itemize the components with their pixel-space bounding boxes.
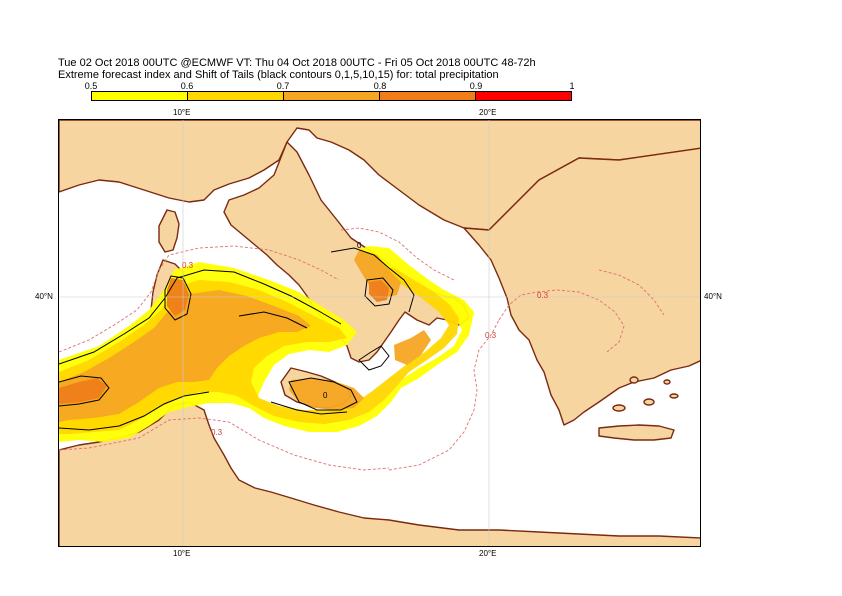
bottom-tick-20e: 20°E bbox=[479, 549, 497, 558]
map-frame: 0.3 0.3 0.3 0.3 0 0 bbox=[58, 119, 701, 547]
efi-dashed-contours bbox=[59, 227, 665, 471]
efi-dashed-contour bbox=[388, 319, 500, 471]
efi-colorbar bbox=[91, 91, 572, 101]
efi-map: 0.3 0.3 0.3 0.3 0 0 bbox=[59, 120, 700, 546]
efi-0.7-orange bbox=[59, 290, 311, 422]
efi-dashed-contour bbox=[59, 245, 340, 353]
sot-contour bbox=[270, 401, 348, 415]
sot-contour bbox=[59, 269, 342, 365]
map-title-line-1: Tue 02 Oct 2018 00UTC @ECMWF VT: Thu 04 … bbox=[58, 57, 536, 69]
colorbar-segment bbox=[188, 92, 284, 100]
efi-dashed-contour bbox=[498, 289, 625, 353]
efi-dashed-contour bbox=[598, 269, 665, 316]
colorbar-segment bbox=[380, 92, 476, 100]
bottom-tick-10e: 10°E bbox=[173, 549, 191, 558]
land-island bbox=[612, 404, 626, 412]
efi-0.7-orange-calabria bbox=[394, 330, 431, 365]
top-tick-20e: 20°E bbox=[479, 108, 497, 117]
contour-label: 0 bbox=[323, 391, 328, 400]
top-tick-10e: 10°E bbox=[173, 108, 191, 117]
land-island bbox=[663, 379, 671, 385]
efi-dashed-contour bbox=[340, 227, 455, 281]
land-balkans bbox=[463, 147, 700, 426]
colorbar-label: 0.7 bbox=[276, 81, 290, 91]
sot-contour bbox=[59, 375, 110, 407]
land-island bbox=[629, 376, 639, 384]
colorbar-label: 0.9 bbox=[469, 81, 483, 91]
land-island bbox=[643, 398, 655, 406]
sot-contour bbox=[330, 247, 415, 313]
contour-label: 0.3 bbox=[182, 261, 194, 270]
land-corsica bbox=[158, 209, 180, 253]
efi-0.8-dark-orange bbox=[59, 378, 107, 404]
efi-shading bbox=[59, 246, 474, 442]
sot-contour bbox=[358, 345, 390, 371]
colorbar-segment bbox=[92, 92, 188, 100]
contour-label: 0.3 bbox=[211, 428, 223, 437]
colorbar-label: 0.5 bbox=[84, 81, 98, 91]
sot-contour bbox=[59, 391, 210, 431]
efi-0.7-orange-south bbox=[289, 378, 364, 410]
contour-label: 0 bbox=[357, 241, 362, 250]
efi-dashed-contour bbox=[59, 417, 390, 471]
colorbar-label: 0.6 bbox=[180, 81, 194, 91]
land-crete bbox=[598, 424, 675, 441]
efi-0.6-gold bbox=[59, 268, 459, 434]
shift-of-tails-contours bbox=[59, 247, 415, 431]
contour-label: 0.3 bbox=[485, 331, 497, 340]
right-tick-40n: 40°N bbox=[704, 292, 722, 301]
graticule bbox=[59, 120, 700, 546]
efi-0.8-dark-orange-apulia bbox=[369, 280, 389, 302]
colorbar-segment bbox=[284, 92, 380, 100]
sot-contour bbox=[164, 275, 192, 321]
colorbar-label: 0.8 bbox=[373, 81, 387, 91]
sot-contour bbox=[288, 377, 358, 411]
sot-contour bbox=[238, 311, 308, 329]
colorbar-label: 1 bbox=[569, 81, 575, 91]
land-north-africa bbox=[59, 401, 700, 546]
left-tick-40n: 40°N bbox=[35, 292, 53, 301]
colorbar-segment bbox=[476, 92, 571, 100]
map-title-line-2: Extreme forecast index and Shift of Tail… bbox=[58, 69, 499, 81]
contour-label: 0.3 bbox=[537, 291, 549, 300]
sot-contour bbox=[364, 277, 394, 307]
land-island bbox=[669, 393, 679, 399]
